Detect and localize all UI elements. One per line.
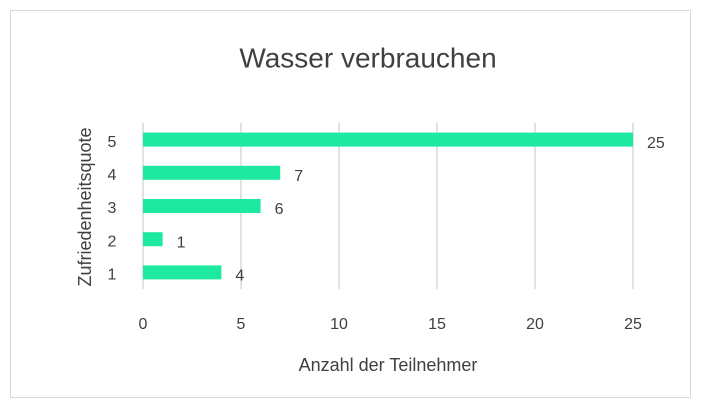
y-tick-label: 2 [108, 233, 117, 250]
x-tick-label: 0 [139, 316, 148, 333]
value-label: 1 [177, 234, 186, 251]
value-label: 4 [235, 268, 244, 285]
bar [143, 165, 281, 180]
value-label: 6 [275, 201, 284, 218]
value-label: 25 [647, 135, 665, 152]
y-tick-label: 1 [108, 267, 117, 284]
x-axis-label: Anzahl der Teilnehmer [299, 355, 478, 375]
bar [143, 265, 222, 280]
y-tick-label: 5 [108, 134, 117, 151]
bar [143, 232, 163, 247]
x-tick-label: 5 [237, 316, 246, 333]
x-tick-label: 20 [526, 316, 544, 333]
y-tick-label: 3 [108, 200, 117, 217]
value-label: 7 [294, 168, 303, 185]
x-tick-label: 25 [624, 316, 642, 333]
chart-border [10, 10, 691, 398]
bar [143, 132, 633, 147]
chart-title: Wasser verbrauchen [239, 42, 496, 73]
y-axis-label: Zufriedenheitsquote [75, 127, 95, 286]
x-tick-label: 15 [428, 316, 446, 333]
x-tick-label: 10 [330, 316, 348, 333]
y-tick-label: 4 [108, 167, 117, 184]
bar [143, 199, 261, 213]
